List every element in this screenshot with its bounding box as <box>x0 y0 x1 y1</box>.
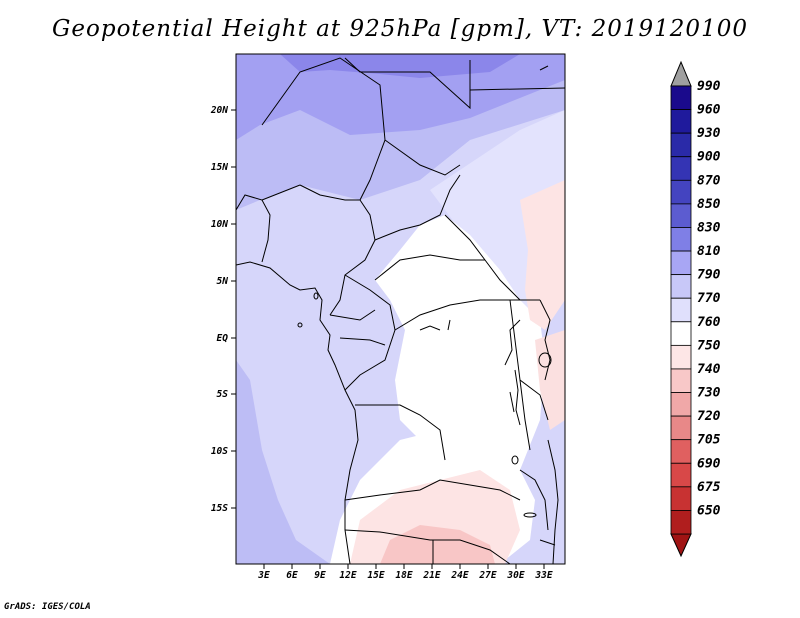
colorbar-label-770: 770 <box>697 291 721 306</box>
lon-tick-label: 21E <box>422 570 440 581</box>
colorbar-label-790: 790 <box>697 268 721 283</box>
lat-tick-label: 10N <box>211 219 228 230</box>
colorbar-label-730: 730 <box>697 386 721 401</box>
country-borders <box>236 57 565 564</box>
lat-tick-label: EQ <box>217 333 229 344</box>
lon-tick-label: 30E <box>506 570 524 581</box>
colorbar-swatch-990 <box>670 85 692 110</box>
colorbar-swatch-720 <box>670 415 692 441</box>
colorbar-swatch-675 <box>670 486 692 511</box>
colorbar-swatch-960 <box>670 109 692 134</box>
lon-tick-label: 18E <box>395 570 412 581</box>
colorbar-swatch-760 <box>670 321 692 346</box>
colorbar-swatch-750 <box>670 344 692 370</box>
field-750-east <box>520 180 565 330</box>
field-750-lakes <box>535 330 565 430</box>
lon-tick-label: 3E <box>257 570 270 581</box>
colorbar: 990 960 930 900 870 850 830 810 790 770 760 750 740 7… <box>670 60 721 558</box>
colorbar-label-830: 830 <box>697 220 721 235</box>
colorbar-swatch-790 <box>670 274 692 299</box>
lon-tick-label: 24E <box>450 570 468 581</box>
colorbar-label-675: 675 <box>697 480 721 495</box>
colorbar-swatch-650 <box>670 510 692 535</box>
colorbar-label-870: 870 <box>697 173 721 188</box>
colorbar-label-705: 705 <box>697 433 721 448</box>
colorbar-label-740: 740 <box>697 362 721 377</box>
lat-tick-label: 5N <box>217 276 229 287</box>
lakes-and-islands <box>297 65 552 518</box>
colorbar-swatch-740 <box>670 368 692 393</box>
colorbar-label-930: 930 <box>697 126 721 141</box>
colorbar-swatch-770 <box>670 297 692 323</box>
lat-tick-label: 15S <box>211 503 228 514</box>
lon-axis: 3E 6E 9E 12E 15E 18E 21E 24E 27E 30E 33E <box>257 564 553 581</box>
colorbar-bottom-arrow <box>670 533 692 558</box>
field-850 <box>280 54 520 78</box>
colorbar-label-650: 650 <box>697 503 721 518</box>
colorbar-label-760: 760 <box>697 315 721 330</box>
colorbar-swatch-705 <box>670 439 692 464</box>
lat-tick-label: 15N <box>211 162 228 173</box>
field-740-south <box>380 525 495 564</box>
lat-tick-label: 10S <box>211 446 228 457</box>
colorbar-label-850: 850 <box>697 197 721 212</box>
colorbar-top-arrow <box>670 60 692 87</box>
colorbar-label-960: 960 <box>697 103 721 118</box>
colorbar-label-900: 900 <box>697 150 721 165</box>
colorbar-swatch-690 <box>670 462 692 488</box>
colorbar-label-720: 720 <box>697 409 721 424</box>
colorbar-label-750: 750 <box>697 338 721 353</box>
colorbar-label-690: 690 <box>697 456 721 471</box>
plot-title: Geopotential Height at 925hPa [gpm], VT:… <box>52 16 748 42</box>
map-frame <box>235 53 566 565</box>
field-810-west <box>236 360 330 564</box>
colorbar-swatch-810 <box>670 250 692 276</box>
lat-tick-label: 5S <box>217 389 229 400</box>
lon-tick-label: 12E <box>339 570 356 581</box>
lon-tick-label: 27E <box>478 570 496 581</box>
colorbar-swatch-900 <box>670 156 692 181</box>
colorbar-swatch-870 <box>670 179 692 205</box>
colorbar-swatch-930 <box>670 132 692 158</box>
height-field <box>236 54 565 564</box>
field-830 <box>236 54 565 140</box>
lat-axis: 20N 15N 10N 5N EQ 5S 10S 15S <box>210 105 236 514</box>
colorbar-label-990: 990 <box>697 79 721 94</box>
colorbar-swatch-730 <box>670 392 692 417</box>
lon-tick-label: 9E <box>314 570 326 581</box>
colorbar-swatch-830 <box>670 227 692 252</box>
colorbar-swatch-850 <box>670 203 692 228</box>
colorbar-label-810: 810 <box>697 244 721 259</box>
lon-tick-label: 33E <box>534 570 552 581</box>
lon-tick-label: 15E <box>367 570 384 581</box>
lat-tick-label: 20N <box>210 105 228 116</box>
grads-credit: GrADS: IGES/COLA <box>4 602 91 612</box>
lon-tick-label: 6E <box>286 570 298 581</box>
